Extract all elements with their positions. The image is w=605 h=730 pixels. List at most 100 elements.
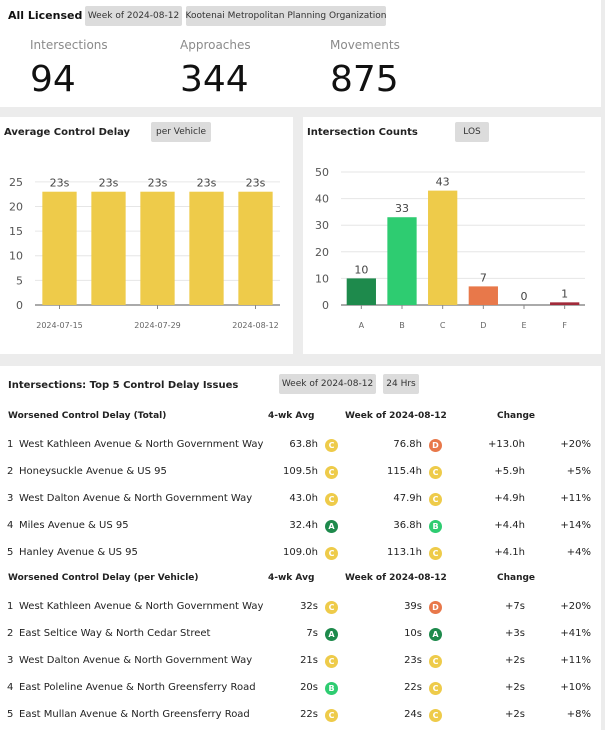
intersection-name: West Kathleen Avenue & North Government … xyxy=(19,601,264,612)
table-row[interactable]: 5 Hanley Avenue & US 95 109.0h 113.1h +4.1h +… xyxy=(0,538,601,565)
top-issues-card: Intersections: Top 5 Control Delay Issue… xyxy=(0,366,601,730)
hours-chip[interactable]: 24 Hrs xyxy=(383,374,419,394)
avg-los-badge: C xyxy=(325,439,338,452)
avg-value: 63.8h xyxy=(289,439,318,450)
bar xyxy=(550,302,580,305)
avg-value: 22s xyxy=(300,709,318,720)
counts-chart-title: Intersection Counts xyxy=(307,127,418,138)
y-tick-label: 40 xyxy=(315,193,329,206)
avg-los-badge: C xyxy=(325,601,338,614)
stat-movements-label: Movements xyxy=(330,38,400,52)
intersection-name: East Seltice Way & North Cedar Street xyxy=(19,628,211,639)
x-tick-label: F xyxy=(562,321,567,330)
avg-los-badge: A xyxy=(325,520,338,533)
week-los-badge: D xyxy=(429,439,442,452)
avg-value: 109.0h xyxy=(283,547,318,558)
avg-los-badge: C xyxy=(325,547,338,560)
data-label: 1 xyxy=(561,287,568,300)
counts-chart-card: Intersection Counts LOS 0 10 20 30 40 50 10 33 4… xyxy=(303,117,601,354)
avg-value: 32.4h xyxy=(289,520,318,531)
week-chip[interactable]: Week of 2024-08-12 xyxy=(85,6,182,26)
column-header-week: Week of 2024-08-12 xyxy=(345,411,447,421)
bar xyxy=(189,191,224,305)
change-value: +4.9h xyxy=(494,493,525,504)
change-value: +4.4h xyxy=(494,520,525,531)
week-los-badge: C xyxy=(429,655,442,668)
x-tick-label: E xyxy=(521,321,526,330)
avg-los-badge: C xyxy=(325,709,338,722)
data-label: 23s xyxy=(197,177,217,190)
x-tick-label: B xyxy=(399,321,405,330)
page-title: All Licensed xyxy=(8,9,83,22)
los-chip[interactable]: LOS xyxy=(455,122,489,142)
stat-approaches-value: 344 xyxy=(180,59,249,100)
intersection-name: East Mullan Avenue & North Greensferry R… xyxy=(19,709,250,720)
week-value: 23s xyxy=(404,655,422,666)
data-label: 7 xyxy=(480,271,487,284)
week-los-badge: B xyxy=(429,520,442,533)
change-percent: +11% xyxy=(560,655,591,666)
table-row[interactable]: 2 Honeysuckle Avenue & US 95 109.5h 115.4h +… xyxy=(0,457,601,484)
y-tick-label: 25 xyxy=(9,176,23,189)
intersection-name: Honeysuckle Avenue & US 95 xyxy=(19,466,167,477)
data-label: 0 xyxy=(521,290,528,303)
week-los-badge: C xyxy=(429,709,442,722)
delay-chart-title: Average Control Delay xyxy=(4,127,131,138)
table-row[interactable]: 3 West Dalton Avenue & North Government W… xyxy=(0,646,601,673)
week-value: 115.4h xyxy=(387,466,422,477)
summary-card: All Licensed Week of 2024-08-12 Kootenai… xyxy=(0,0,601,107)
week-los-badge: A xyxy=(429,628,442,641)
change-value: +7s xyxy=(505,601,525,612)
x-tick-label: 2024-08-12 xyxy=(232,321,279,330)
change-value: +5.9h xyxy=(494,466,525,477)
row-rank: 3 xyxy=(7,493,14,504)
intersection-name: West Dalton Avenue & North Government Wa… xyxy=(19,493,253,504)
bar xyxy=(468,286,498,305)
week-value: 113.1h xyxy=(387,547,422,558)
change-value: +3s xyxy=(505,628,525,639)
row-rank: 2 xyxy=(7,628,14,639)
avg-value: 43.0h xyxy=(289,493,318,504)
per-vehicle-chip[interactable]: per Vehicle xyxy=(151,122,211,142)
x-tick-label: D xyxy=(480,321,486,330)
organization-chip[interactable]: Kootenai Metropolitan Planning Organizat… xyxy=(186,6,386,26)
avg-los-badge: B xyxy=(325,682,338,695)
change-value: +2s xyxy=(505,709,525,720)
change-percent: +20% xyxy=(560,601,591,612)
change-value: +4.1h xyxy=(494,547,525,558)
table-row[interactable]: 1 West Kathleen Avenue & North Government… xyxy=(0,430,601,457)
table-row[interactable]: 5 East Mullan Avenue & North Greensferry … xyxy=(0,700,601,727)
change-percent: +14% xyxy=(560,520,591,531)
row-rank: 5 xyxy=(7,547,14,558)
table-row[interactable]: 1 West Kathleen Avenue & North Government… xyxy=(0,592,601,619)
week-los-badge: C xyxy=(429,682,442,695)
y-tick-label: 0 xyxy=(16,299,23,312)
column-header-avg: 4-wk Avg xyxy=(268,573,315,583)
delay-chart-card: Average Control Delay per Vehicle 0 5 10 15… xyxy=(0,117,293,354)
intersection-name: Hanley Avenue & US 95 xyxy=(19,547,138,558)
week-los-badge: C xyxy=(429,466,442,479)
table-row[interactable]: 2 East Seltice Way & North Cedar Street 7s… xyxy=(0,619,601,646)
intersection-name: West Dalton Avenue & North Government Wa… xyxy=(19,655,253,666)
change-percent: +20% xyxy=(560,439,591,450)
avg-value: 7s xyxy=(306,628,318,639)
bar xyxy=(428,190,458,305)
table-row[interactable]: 4 East Poleline Avenue & North Greensferr… xyxy=(0,673,601,700)
data-label: 23s xyxy=(99,177,119,190)
row-rank: 1 xyxy=(7,601,14,612)
change-percent: +5% xyxy=(566,466,591,477)
change-percent: +41% xyxy=(560,628,591,639)
x-tick-label: 2024-07-29 xyxy=(134,321,181,330)
y-tick-label: 10 xyxy=(9,250,23,263)
table-row[interactable]: 3 West Dalton Avenue & North Government W… xyxy=(0,484,601,511)
x-tick-label: 2024-07-15 xyxy=(36,321,83,330)
avg-los-badge: C xyxy=(325,466,338,479)
x-tick-label: C xyxy=(440,321,446,330)
row-rank: 4 xyxy=(7,682,14,693)
change-percent: +10% xyxy=(560,682,591,693)
table-week-chip[interactable]: Week of 2024-08-12 xyxy=(279,374,376,394)
table-row[interactable]: 4 Miles Avenue & US 95 32.4h 36.8h +4.4h +14%… xyxy=(0,511,601,538)
change-percent: +11% xyxy=(560,493,591,504)
bar xyxy=(238,191,273,305)
data-label: 33 xyxy=(395,202,409,215)
